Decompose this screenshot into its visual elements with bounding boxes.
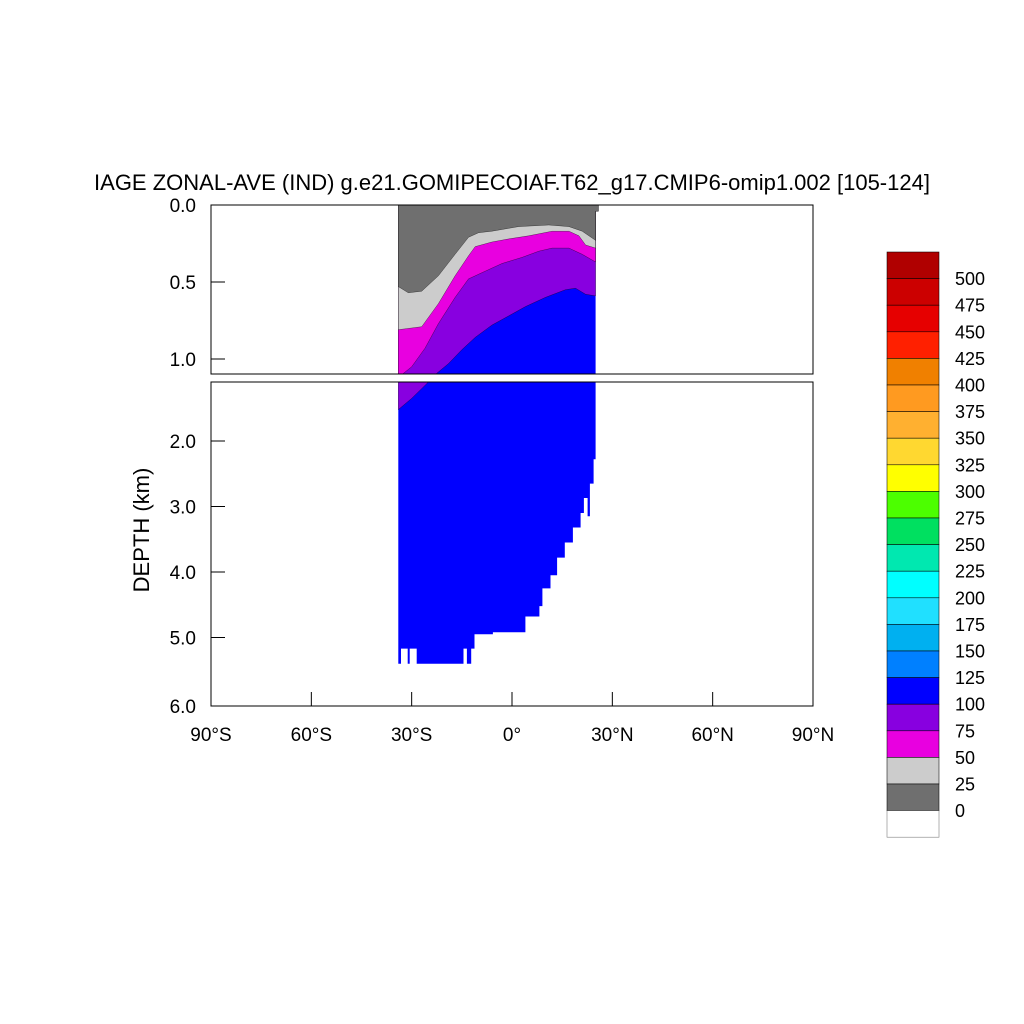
colorbar-level-label: 225 bbox=[955, 562, 985, 582]
y-tick-label: 1.0 bbox=[170, 350, 196, 371]
colorbar-swatch bbox=[886, 783, 940, 811]
colorbar-level-label: 50 bbox=[955, 748, 975, 768]
colorbar-level-label: 350 bbox=[955, 429, 985, 449]
colorbar-swatch bbox=[886, 278, 940, 306]
colorbar-level-label: 375 bbox=[955, 402, 985, 422]
colorbar-swatch bbox=[886, 757, 940, 785]
x-tick-label: 60°N bbox=[691, 725, 733, 746]
x-tick-label: 90°N bbox=[792, 725, 834, 746]
colorbar-level-label: 25 bbox=[955, 775, 975, 795]
y-tick-label: 0.5 bbox=[170, 273, 196, 294]
band-0-25 bbox=[398, 205, 599, 294]
x-tick-label: 30°S bbox=[391, 725, 432, 746]
colorbar-level-label: 300 bbox=[955, 482, 985, 502]
colorbar-level-label: 125 bbox=[955, 668, 985, 688]
y-axis-label: DEPTH (km) bbox=[129, 468, 154, 593]
colorbar-swatch bbox=[886, 730, 940, 758]
colorbar-swatch bbox=[886, 597, 940, 625]
y-tick-label: 3.0 bbox=[170, 498, 196, 519]
colorbar-swatch bbox=[886, 624, 940, 652]
colorbar-swatch bbox=[886, 464, 940, 492]
colorbar-level-label: 100 bbox=[955, 695, 985, 715]
colorbar-swatch bbox=[886, 544, 940, 572]
upper-panel-fill bbox=[398, 205, 599, 374]
colorbar-level-label: 425 bbox=[955, 349, 985, 369]
y-tick-label: 2.0 bbox=[170, 432, 196, 453]
colorbar-level-label: 200 bbox=[955, 588, 985, 608]
colorbar-level-label: 275 bbox=[955, 509, 985, 529]
x-tick-label: 0° bbox=[503, 725, 521, 746]
colorbar-swatch bbox=[886, 677, 940, 705]
lower-panel-fill bbox=[398, 382, 596, 664]
x-tick-label: 60°S bbox=[291, 725, 332, 746]
colorbar: 5004754504254003753503253002752502252001… bbox=[886, 251, 985, 838]
colorbar-swatch bbox=[886, 517, 940, 545]
colorbar-level-label: 150 bbox=[955, 642, 985, 662]
colorbar-level-label: 250 bbox=[955, 535, 985, 555]
y-tick-label: 0.0 bbox=[170, 196, 196, 217]
colorbar-swatch bbox=[886, 650, 940, 678]
x-axis: 90°S 60°S 30°S 0° 30°N 60°N 90°N bbox=[190, 692, 834, 746]
colorbar-level-label: 75 bbox=[955, 721, 975, 741]
colorbar-swatch bbox=[886, 358, 940, 386]
colorbar-level-label: 475 bbox=[955, 296, 985, 316]
colorbar-swatch bbox=[886, 810, 940, 838]
upper-panel-frame bbox=[210, 204, 814, 375]
y-axis: 0.0 0.5 1.0 2.0 3.0 4.0 5.0 6.0 bbox=[170, 196, 225, 718]
colorbar-swatch bbox=[886, 437, 940, 466]
band-75-100-deep bbox=[398, 382, 429, 411]
colorbar-level-label: 500 bbox=[955, 269, 985, 289]
y-tick-label: 5.0 bbox=[170, 629, 196, 650]
colorbar-swatch bbox=[886, 703, 940, 732]
chart-title: IAGE ZONAL-AVE (IND) g.e21.GOMIPECOIAF.T… bbox=[94, 170, 930, 195]
colorbar-swatch bbox=[886, 251, 940, 279]
colorbar-level-label: 325 bbox=[955, 455, 985, 475]
x-tick-label: 30°N bbox=[591, 725, 633, 746]
y-tick-label: 6.0 bbox=[170, 697, 196, 718]
colorbar-swatch bbox=[886, 384, 940, 412]
y-tick-label: 4.0 bbox=[170, 563, 196, 584]
colorbar-level-label: 175 bbox=[955, 615, 985, 635]
colorbar-swatch bbox=[886, 304, 940, 333]
x-tick-label: 90°S bbox=[190, 725, 231, 746]
colorbar-swatch bbox=[886, 331, 940, 359]
colorbar-swatch bbox=[886, 570, 940, 599]
band-100-125-deep bbox=[398, 382, 596, 664]
colorbar-level-label: 400 bbox=[955, 376, 985, 396]
colorbar-swatch bbox=[886, 411, 940, 439]
colorbar-swatch bbox=[886, 491, 940, 519]
colorbar-level-label: 0 bbox=[955, 801, 965, 821]
colorbar-level-label: 450 bbox=[955, 322, 985, 342]
